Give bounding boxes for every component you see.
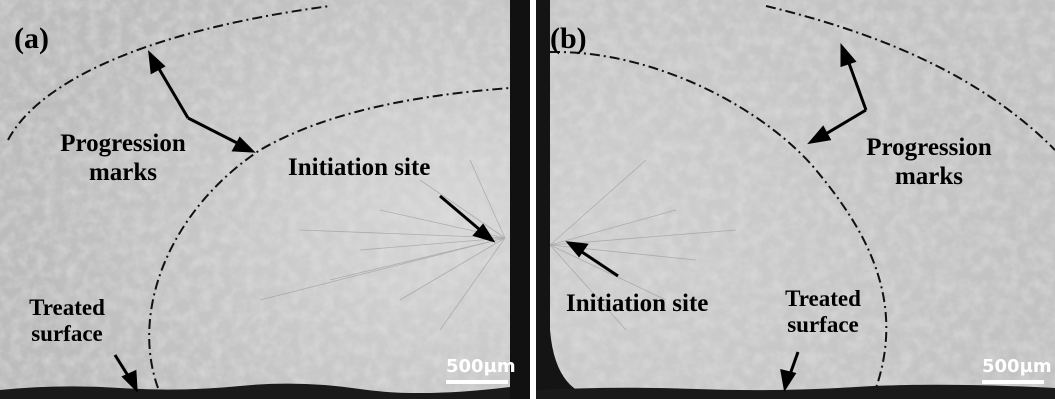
progression-marks-label-b-line2: marks [894, 162, 964, 190]
scale-bar-a [446, 380, 508, 384]
panel-a-label: (a) [14, 22, 49, 55]
striations-a [259, 159, 506, 331]
progression-marks-label-a: Progression marks [38, 130, 208, 188]
specimen-edge-right-a [510, 0, 530, 399]
arrows-b [565, 42, 868, 393]
progression-lines-b [549, 5, 1055, 389]
specimen-edge-left-b [536, 0, 580, 392]
treated-surface-label-a: Treated surface [12, 295, 122, 348]
treated-surface-label-a-line2: surface [31, 321, 103, 347]
treated-surface-edge-a [0, 383, 510, 399]
scale-bar-label-b: 500µm [982, 356, 1052, 377]
scale-bar-b [982, 380, 1044, 384]
panel-b-label: (b) [550, 22, 587, 55]
panel-a-image [0, 0, 530, 399]
progression-marks-label-a-line1: Progression [60, 130, 186, 157]
initiation-site-label-b: Initiation site [566, 290, 709, 317]
arrows-a [113, 50, 496, 393]
surface-texture-b [536, 0, 1055, 399]
progression-marks-label-b: Progression marks [844, 134, 1014, 192]
progression-lines-a [7, 5, 511, 389]
panel-b-micrograph: (b) Progression marks Initiation site Tr… [536, 0, 1055, 399]
surface-texture-a [0, 0, 530, 399]
treated-surface-label-b-line1: Treated [785, 286, 861, 311]
initiation-site-label-a: Initiation site [288, 154, 431, 181]
treated-surface-label-b: Treated surface [768, 286, 878, 339]
treated-surface-label-b-line2: surface [787, 312, 859, 338]
scale-bar-label-a: 500µm [446, 356, 516, 377]
progression-marks-label-b-line1: Progression [866, 134, 992, 161]
striations-b [549, 159, 737, 331]
panel-b-image [536, 0, 1055, 399]
treated-surface-label-a-line1: Treated [29, 295, 105, 320]
treated-surface-edge-b [536, 384, 1055, 399]
panel-a-micrograph: (a) Progression marks Initiation site Tr… [0, 0, 530, 399]
progression-marks-label-a-line2: marks [88, 158, 158, 186]
